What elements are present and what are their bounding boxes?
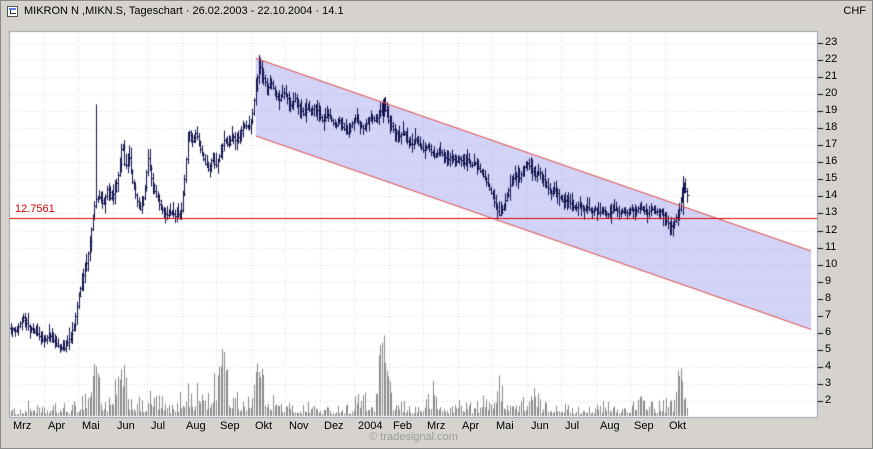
- watermark: © tradesignal.com: [369, 431, 458, 443]
- chart-title: MIKRON N ,MIKN.S, Tageschart · 26.02.200…: [24, 5, 344, 17]
- titlebar: MIKRON N ,MIKN.S, Tageschart · 26.02.200…: [7, 3, 866, 19]
- chart-window-icon: [7, 5, 18, 17]
- currency-label: CHF: [843, 5, 866, 17]
